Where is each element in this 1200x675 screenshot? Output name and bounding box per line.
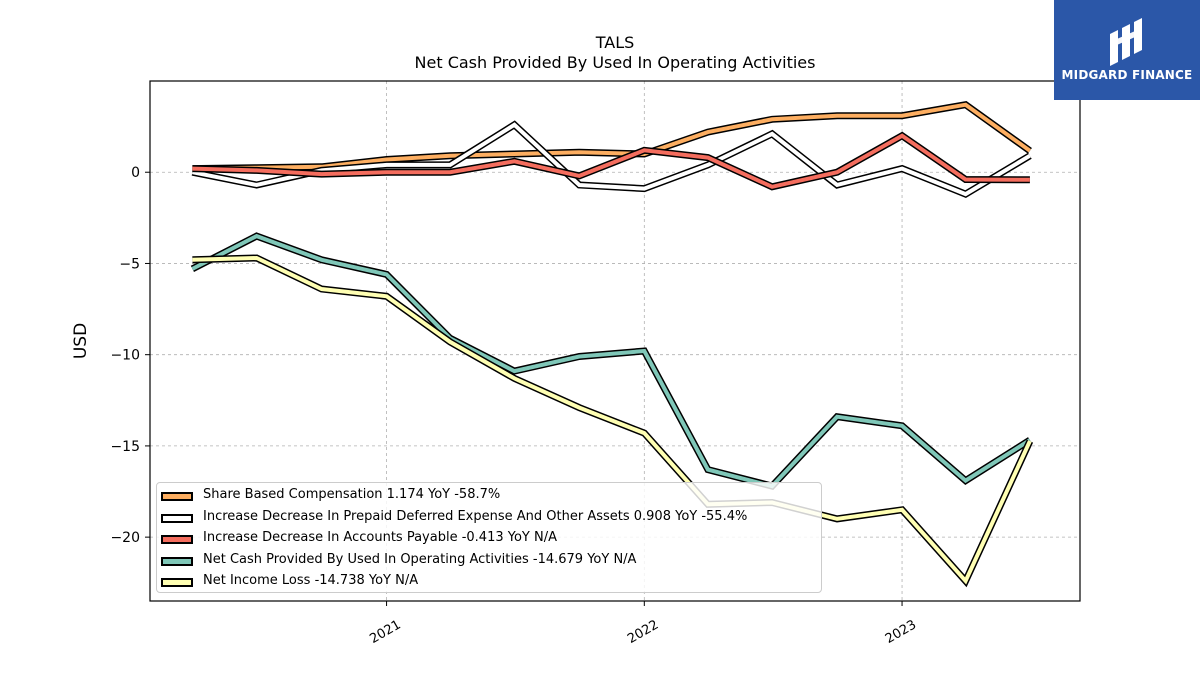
series-line — [192, 122, 1031, 197]
series-4-group — [190, 232, 1032, 491]
series-line — [192, 102, 1032, 171]
y-tick-label: −10 — [110, 348, 140, 364]
brand-name: MIDGARD FINANCE — [1061, 68, 1193, 82]
legend-swatch — [161, 556, 193, 566]
chart-subtitle: Net Cash Provided By Used In Operating A… — [415, 53, 816, 72]
legend-item: Net Cash Provided By Used In Operating A… — [157, 551, 821, 572]
series-5-group — [192, 254, 1034, 588]
series-3-group — [192, 131, 1030, 191]
chart-legend: Share Based Compensation 1.174 YoY -58.7… — [156, 482, 822, 593]
legend-item: Increase Decrease In Prepaid Deferred Ex… — [157, 508, 821, 529]
legend-swatch — [161, 535, 193, 544]
y-axis-label: USD — [71, 323, 91, 359]
series-1-group — [192, 101, 1032, 173]
y-tick-label: −5 — [119, 256, 140, 272]
x-tick-label: 2021 — [367, 617, 403, 647]
y-tick-label: −15 — [110, 439, 140, 455]
logo-mark-icon — [1110, 18, 1142, 66]
legend-item: Share Based Compensation 1.174 YoY -58.7… — [157, 486, 821, 507]
series-line-outline — [190, 232, 1032, 491]
legend-item: Net Income Loss -14.738 YoY N/A — [157, 572, 821, 593]
y-tick-label: 0 — [131, 165, 140, 181]
legend-item: Increase Decrease In Accounts Payable -0… — [157, 529, 821, 550]
y-tick-label: −20 — [110, 530, 140, 546]
brand-logo: MIDGARD FINANCE — [1054, 0, 1200, 100]
legend-swatch — [161, 513, 193, 523]
series-line — [192, 255, 1032, 585]
legend-label: Net Cash Provided By Used In Operating A… — [203, 551, 637, 567]
x-tick-label: 2022 — [625, 617, 661, 647]
legend-swatch — [161, 492, 193, 501]
legend-label: Increase Decrease In Prepaid Deferred Ex… — [203, 508, 748, 524]
legend-label: Share Based Compensation 1.174 YoY -58.7… — [203, 487, 501, 502]
series-2-group — [191, 120, 1032, 198]
legend-swatch — [161, 578, 193, 587]
legend-label: Net Income Loss -14.738 YoY N/A — [203, 573, 419, 588]
x-tick-label: 2023 — [883, 617, 919, 647]
chart-title: TALS — [595, 33, 635, 52]
plot-frame — [149, 80, 1081, 602]
series-line — [192, 133, 1030, 189]
series-lines — [190, 101, 1034, 588]
series-line — [191, 233, 1031, 489]
legend-label: Increase Decrease In Accounts Payable -0… — [203, 530, 557, 545]
